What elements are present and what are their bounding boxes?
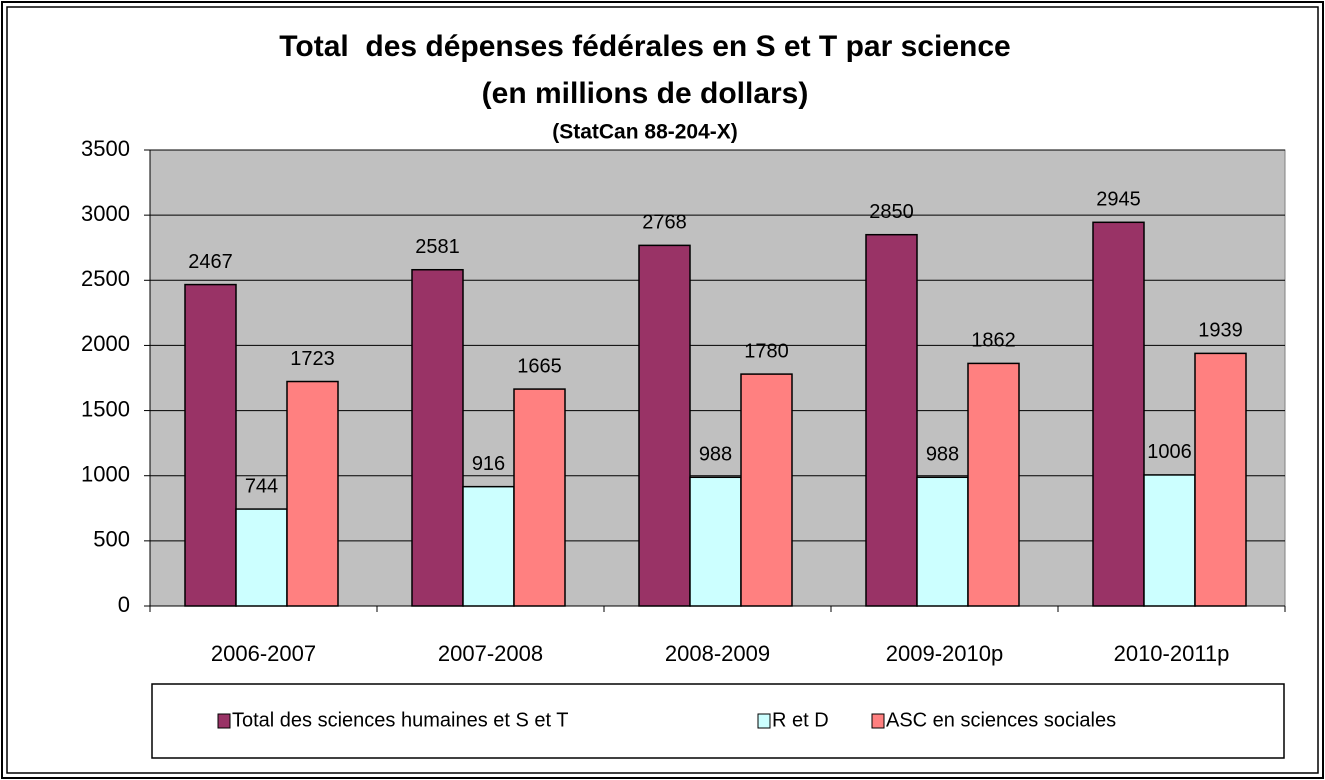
data-label: 744	[245, 475, 278, 497]
bar	[411, 268, 464, 607]
legend-swatch	[757, 713, 771, 729]
data-label: 1006	[1147, 441, 1192, 463]
y-tick-label: 3000	[81, 201, 130, 226]
chart-title: Total des dépenses fédérales en S et T p…	[279, 30, 1010, 63]
bar	[1143, 474, 1196, 607]
bar	[184, 283, 237, 607]
y-tick-label: 3500	[81, 136, 130, 161]
bar	[967, 362, 1020, 607]
data-label: 2768	[642, 212, 687, 234]
data-label: 2581	[415, 236, 460, 258]
data-label: 1862	[971, 330, 1016, 352]
bar	[513, 388, 566, 607]
x-tick-label: 2006-2007	[211, 641, 316, 666]
legend-swatch	[217, 713, 231, 729]
legend-label: R et D	[772, 709, 829, 731]
y-tick-label: 500	[93, 527, 130, 552]
bar	[916, 476, 969, 607]
legend-label: Total des sciences humaines et S et T	[232, 709, 568, 731]
data-label: 1780	[744, 340, 789, 362]
legend-box	[151, 683, 1285, 759]
data-label: 1723	[290, 348, 335, 370]
bar	[1092, 221, 1145, 607]
bar	[865, 233, 918, 607]
bar	[286, 380, 339, 607]
data-label: 2945	[1096, 189, 1141, 211]
bar	[740, 373, 793, 607]
data-label: 1665	[517, 355, 562, 377]
legend-swatch	[871, 713, 885, 729]
chart-source: (StatCan 88-204-X)	[552, 121, 738, 144]
inner-frame	[6, 6, 1319, 774]
y-tick-label: 2000	[81, 331, 130, 356]
y-tick-label: 1500	[81, 396, 130, 421]
x-tick-label: 2009-2010p	[886, 641, 1003, 666]
x-tick-label: 2010-2011p	[1114, 641, 1230, 666]
y-tick-label: 2500	[81, 266, 130, 291]
legend-label: ASC en sciences sociales	[886, 709, 1116, 731]
data-label: 2850	[869, 201, 914, 223]
bar	[638, 244, 691, 607]
data-label: 988	[699, 444, 732, 466]
bar	[689, 476, 742, 607]
data-label: 1939	[1198, 320, 1243, 342]
data-label: 916	[472, 453, 505, 475]
bar	[462, 485, 515, 607]
bar	[1194, 352, 1247, 607]
chart-subtitle: (en millions de dollars)	[482, 77, 809, 110]
y-tick-label: 1000	[81, 462, 130, 487]
bar	[235, 508, 288, 607]
x-tick-label: 2007-2008	[438, 641, 543, 666]
x-tick-label: 2008-2009	[665, 641, 770, 666]
data-label: 2467	[188, 251, 233, 273]
data-label: 988	[926, 444, 959, 466]
y-tick-label: 0	[118, 592, 130, 617]
